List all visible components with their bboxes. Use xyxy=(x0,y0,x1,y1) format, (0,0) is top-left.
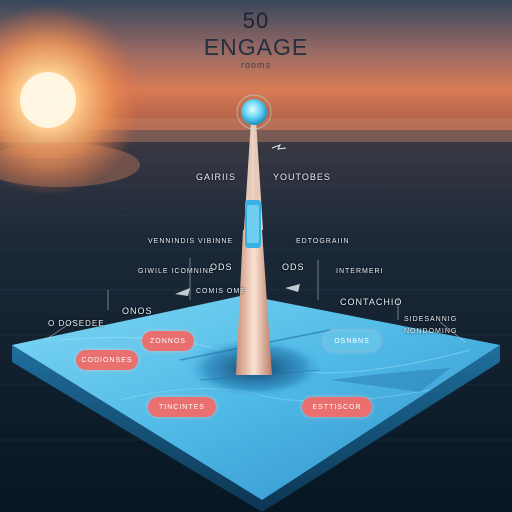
label-right-arrow: INTERMERI xyxy=(336,268,384,275)
pill-right-top-label: OSNBNS xyxy=(334,337,370,345)
label-top-right: YOUTOBES xyxy=(273,172,331,182)
label-far-right: SIDESANNIG NONDOMING xyxy=(404,316,458,335)
label-top-left: GAIRIIS xyxy=(196,172,237,182)
label-left-onos: ONOS xyxy=(122,306,153,316)
pill-right-top: OSNBNS xyxy=(324,331,380,351)
label-left-ome: COMIS OME xyxy=(196,288,246,295)
pill-bottom-left: TINCINTES xyxy=(148,397,216,417)
pill-top-center-label: ZONNOS xyxy=(150,337,186,345)
hero-title: ENGAGE xyxy=(203,34,309,60)
hero-subtitle: rooms xyxy=(240,60,271,70)
pill-bottom-right-label: ESTTISCOR xyxy=(312,403,362,411)
label-right-contachio: CONTACHIO xyxy=(340,297,403,307)
label-mid-right: EDTOGRAIIN xyxy=(296,238,350,245)
pill-top-center: ZONNOS xyxy=(142,331,194,351)
hero-number: 50 xyxy=(242,8,270,33)
pill-bottom-left-label: TINCINTES xyxy=(159,403,205,411)
label-left-ods: ODS xyxy=(210,262,233,272)
label-far-left: O DOSEDEE xyxy=(48,319,105,328)
pill-bottom-right: ESTTISCOR xyxy=(302,397,372,417)
pill-left-label: CODIONSES xyxy=(81,356,133,364)
pill-left: CODIONSES xyxy=(76,350,138,370)
label-mid-left: VENNINDIS VIBINNE xyxy=(148,238,234,245)
label-left-arrow: GIWILE ICOMNINE xyxy=(138,268,215,275)
label-right-ods: ODS xyxy=(282,262,305,272)
